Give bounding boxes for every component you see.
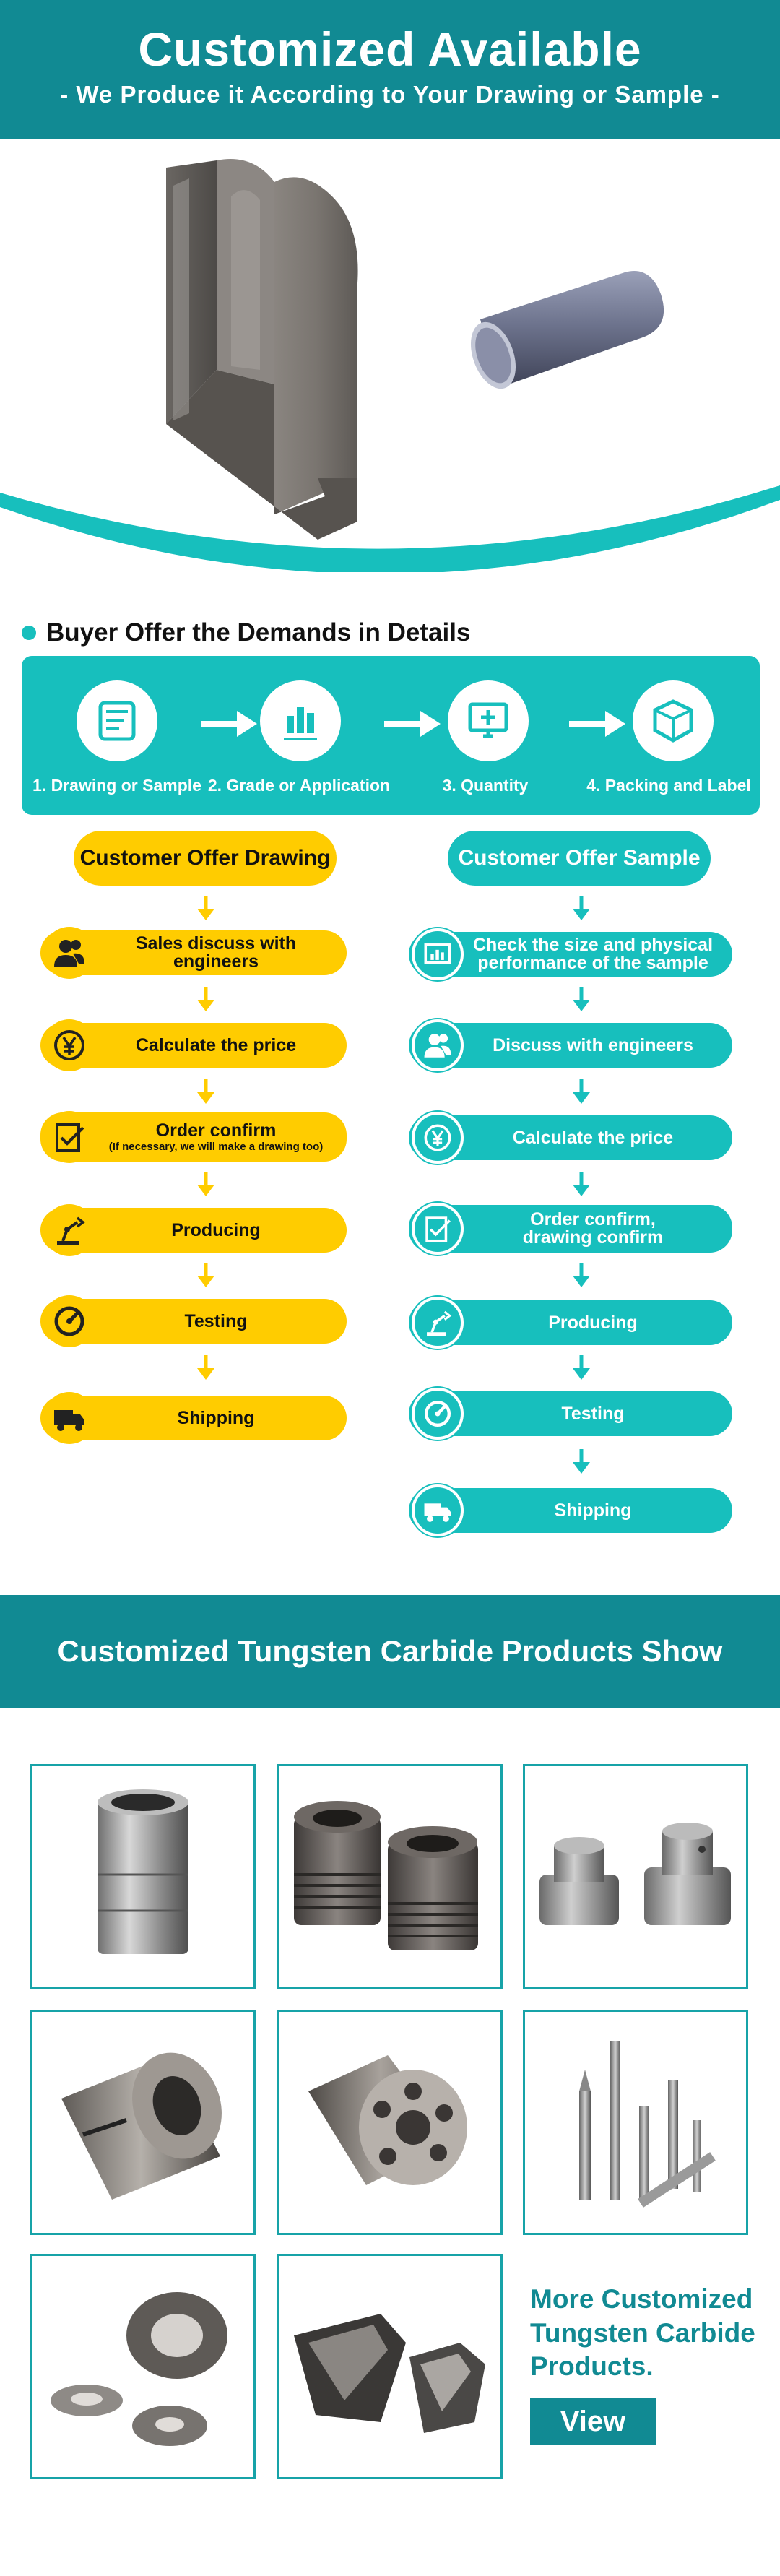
drawing-step-testing: Testing [40,1295,347,1347]
sample-step-producing: Producing [409,1297,732,1349]
chart-screen-icon [412,928,464,980]
arrow-down-icon [197,1355,214,1380]
product-tile-slotted-bushing[interactable] [30,2010,256,2235]
people-icon [412,1019,464,1071]
top-banner: Customized Available - We Produce it Acc… [0,0,780,139]
product-tile-prism-blocks[interactable] [277,2254,503,2479]
arrow-down-icon [573,896,590,920]
bar-chart-icon [260,680,341,761]
demand-step-grade: 2. Grade or Application [205,656,393,815]
demand-step-packing: 4. Packing and Label [575,656,763,815]
arrow-right-icon [201,711,257,737]
blueprint-icon [77,680,157,761]
robot-arm-icon [412,1297,464,1349]
sample-step-discuss: Discuss with engineers [409,1019,732,1071]
arrow-down-icon [573,1355,590,1380]
arrow-down-icon [197,896,214,920]
product-tile-rings[interactable] [30,2254,256,2479]
gauge-icon [412,1388,464,1440]
demands-heading: Buyer Offer the Demands in Details [22,618,470,647]
more-products-text: More Customized Tungsten Carbide Product… [530,2284,755,2382]
arrow-down-icon [573,1263,590,1287]
page-subtitle: - We Produce it According to Your Drawin… [60,81,720,108]
arrow-down-icon [197,1079,214,1104]
arrow-down-icon [573,1172,590,1196]
carbide-pin-image [470,271,664,389]
drawing-step-order-confirm: Order confirm (If necessary, we will mak… [40,1111,347,1163]
sample-step-testing: Testing [409,1388,732,1440]
document-check-icon [412,1203,464,1255]
sample-step-shipping: Shipping [409,1484,732,1536]
view-button[interactable]: View [530,2398,656,2445]
yen-coin-icon [412,1112,464,1164]
demand-step-quantity: 3. Quantity [391,656,579,815]
drawing-flow-header: Customer Offer Drawing [74,831,337,886]
monitor-plus-icon [448,680,529,761]
carbide-block-image [166,159,358,540]
arrow-right-icon [569,711,625,737]
product-tile-sleeve[interactable] [30,1764,256,1989]
sample-step-order-confirm: Order confirm, drawing confirm [409,1203,732,1255]
sample-step-check-size: Check the size and physical performance … [409,928,732,980]
product-tile-perforated-die[interactable] [277,2010,503,2235]
arrow-down-icon [573,1449,590,1474]
people-icon [43,927,95,979]
truck-icon [412,1484,464,1536]
sample-step-calculate-price: Calculate the price [409,1112,732,1164]
robot-arm-icon [43,1204,95,1256]
demand-step-drawing: 1. Drawing or Sample [23,656,211,815]
product-tile-threaded-nozzles[interactable] [277,1764,503,1989]
product-tile-punch-heads[interactable] [523,1764,748,1989]
box-icon [633,680,714,761]
truck-icon [43,1392,95,1444]
arrow-down-icon [197,1172,214,1196]
drawing-step-shipping: Shipping [40,1392,347,1444]
arrow-down-icon [197,987,214,1011]
drawing-step-producing: Producing [40,1204,347,1256]
sample-flow-header: Customer Offer Sample [448,831,711,886]
document-check-icon [43,1111,95,1163]
gauge-icon [43,1295,95,1347]
drawing-step-sales-discuss: Sales discuss with engineers [40,927,347,979]
hero-illustration [0,139,780,572]
product-tile-ejector-pins[interactable] [523,2010,748,2235]
arrow-down-icon [197,1263,214,1287]
drawing-step-calculate-price: Calculate the price [40,1019,347,1071]
decorative-swoosh [0,485,780,572]
products-banner: Customized Tungsten Carbide Products Sho… [0,1595,780,1708]
page-title: Customized Available [138,22,642,76]
arrow-right-icon [384,711,441,737]
arrow-down-icon [573,1079,590,1104]
bullet-dot-icon [22,626,36,640]
arrow-down-icon [573,987,590,1011]
yen-coin-icon [43,1019,95,1071]
demands-panel: 1. Drawing or Sample 2. Grade or Applica… [22,656,760,815]
